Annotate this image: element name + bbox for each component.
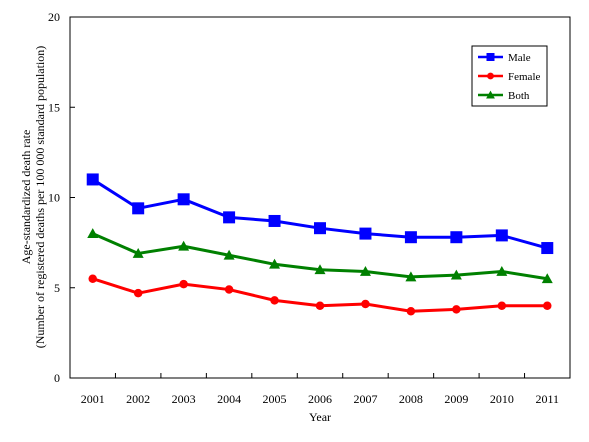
data-point-male — [359, 227, 372, 240]
data-point-both — [359, 266, 371, 276]
data-point-both — [269, 258, 281, 269]
data-point-male — [132, 202, 145, 215]
series-layer — [86, 173, 554, 316]
x-tick-label: 2003 — [172, 392, 196, 406]
data-point-male — [404, 231, 417, 244]
data-point-female — [133, 288, 143, 298]
data-point-female — [406, 306, 416, 316]
data-point-female — [88, 274, 97, 283]
data-point-both — [87, 228, 99, 238]
y-tick-label: 10 — [48, 191, 60, 205]
data-point-female — [543, 301, 552, 311]
series-male — [86, 173, 554, 255]
legend-marker — [487, 72, 494, 80]
series-line-male — [91, 178, 548, 250]
x-tick-label: 2001 — [81, 392, 105, 406]
data-point-male — [86, 173, 99, 186]
data-point-both — [496, 266, 508, 276]
data-point-both — [405, 271, 417, 282]
y-tick-label: 20 — [48, 10, 60, 24]
x-tick-label: 2007 — [353, 392, 377, 406]
data-point-both — [541, 273, 553, 284]
data-point-female — [224, 285, 234, 294]
legend: Male Female Both — [471, 45, 548, 107]
y-axis: 0 5 10 15 20 — [48, 10, 75, 385]
x-tick-label: 2005 — [263, 392, 287, 406]
x-axis-title: Year — [309, 410, 331, 424]
y-axis-title-line-1: Age-standardized death rate — [19, 130, 33, 265]
y-tick-label: 0 — [54, 371, 60, 385]
data-point-female — [315, 301, 325, 311]
data-point-female — [497, 301, 507, 311]
legend-marker — [486, 90, 495, 99]
data-point-both — [132, 247, 144, 258]
x-tick-label: 2006 — [308, 392, 332, 406]
x-tick-label: 2010 — [490, 392, 514, 406]
data-point-female — [270, 296, 279, 305]
data-point-male — [314, 222, 326, 235]
y-tick-label: 5 — [54, 281, 60, 295]
data-point-female — [361, 299, 370, 309]
data-point-both — [314, 264, 326, 275]
data-point-male — [268, 214, 281, 227]
legend-item-male: Male — [478, 52, 531, 64]
data-point-both — [178, 240, 190, 251]
y-axis-title: Age-standardized death rate (Number of r… — [19, 46, 47, 349]
x-tick-label: 2011 — [535, 392, 559, 406]
data-point-male — [541, 242, 554, 255]
y-axis-title-line-2: (Number of registered deaths per 100 000… — [33, 46, 47, 349]
legend-item-female: Female — [478, 71, 540, 83]
data-point-female — [179, 279, 188, 289]
data-point-female — [452, 305, 461, 314]
series-both — [87, 228, 553, 284]
data-point-male — [223, 211, 236, 224]
data-point-male — [177, 193, 190, 206]
series-female — [88, 274, 552, 316]
legend-marker — [486, 53, 495, 61]
data-point-both — [223, 249, 235, 260]
x-axis: 2001 2002 2003 2004 2005 2006 2007 2008 2009 2010… — [69, 373, 571, 406]
data-point-male — [450, 231, 463, 244]
legend-label: Male — [508, 52, 531, 64]
y-tick-label: 15 — [48, 100, 60, 114]
x-tick-label: 2008 — [399, 392, 423, 406]
data-point-both — [450, 269, 462, 280]
data-point-male — [495, 229, 508, 242]
legend-item-both: Both — [478, 90, 530, 102]
legend-label: Female — [508, 71, 540, 83]
x-tick-label: 2009 — [444, 392, 468, 406]
x-tick-label: 2002 — [126, 392, 150, 406]
legend-label: Both — [508, 90, 530, 102]
x-tick-label: 2004 — [217, 392, 241, 406]
